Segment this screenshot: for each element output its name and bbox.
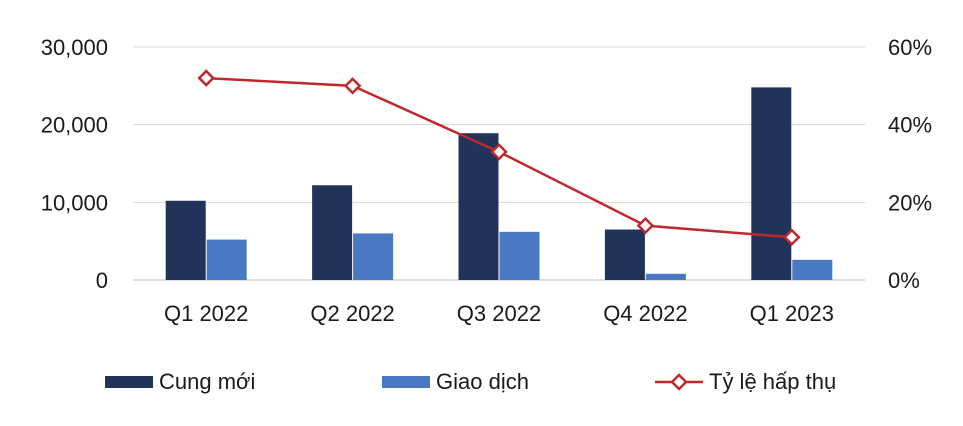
y-right-tick-label: 0% [888, 268, 920, 293]
bar-transactions [353, 233, 394, 280]
bar-transactions [645, 273, 686, 280]
bar-transactions [499, 231, 540, 280]
bar-new-supply [312, 185, 353, 280]
bar-new-supply [165, 200, 206, 280]
absorption-rate-marker [783, 228, 801, 247]
bar-new-supply [604, 229, 645, 280]
legend-label-new-supply: Cung mới [159, 369, 256, 394]
legend-label-transactions: Giao dịch [436, 369, 529, 394]
absorption-rate-marker [197, 69, 215, 87]
legend-swatch-transactions [382, 376, 430, 388]
bar-new-supply [458, 133, 499, 280]
absorption-rate-marker [343, 77, 362, 95]
legend-item-absorption-rate: Tỷ lệ hấp thụ [655, 362, 836, 402]
x-tick-label: Q1 2022 [164, 301, 248, 326]
legend-item-transactions: Giao dịch [382, 362, 529, 402]
x-tick-label: Q2 2022 [310, 301, 394, 326]
y-left-tick-label: 30,000 [41, 35, 108, 60]
y-right-tick-label: 60% [888, 35, 932, 60]
legend-item-new-supply: Cung mới [105, 362, 255, 402]
y-right-tick-label: 20% [888, 190, 932, 215]
y-left-tick-label: 0 [96, 268, 108, 293]
absorption-rate-marker [490, 143, 508, 161]
y-left-tick-label: 20,000 [41, 113, 108, 138]
y-left-tick-label: 10,000 [41, 190, 108, 215]
bar-transactions [206, 239, 247, 280]
legend: Cung mới Giao dịch Tỷ lệ hấp thụ [0, 362, 963, 402]
bar-transactions [792, 259, 833, 280]
absorption-rate-marker [636, 216, 655, 235]
legend-label-absorption-rate: Tỷ lệ hấp thụ [709, 369, 837, 394]
x-tick-label: Q3 2022 [457, 301, 541, 326]
legend-swatch-absorption-rate [655, 373, 703, 391]
legend-swatch-new-supply [105, 376, 153, 388]
y-right-tick-label: 40% [888, 113, 932, 138]
bar-new-supply [751, 87, 792, 281]
x-tick-label: Q1 2023 [750, 301, 834, 326]
x-tick-label: Q4 2022 [603, 301, 687, 326]
